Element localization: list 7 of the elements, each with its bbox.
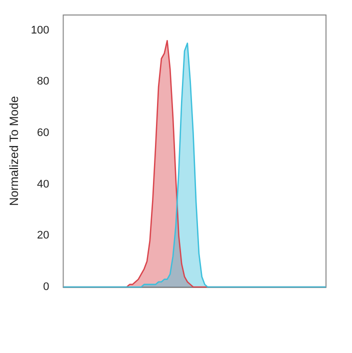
y-tick-label: 0: [43, 281, 50, 293]
y-tick-label: 20: [37, 230, 50, 242]
y-tick-label: 100: [30, 24, 50, 36]
y-tick-label: 60: [37, 127, 50, 140]
y-axis-title: Normalized To Mode: [7, 96, 21, 206]
y-tick-label: 40: [37, 178, 50, 190]
y-tick-label: 80: [37, 76, 50, 88]
